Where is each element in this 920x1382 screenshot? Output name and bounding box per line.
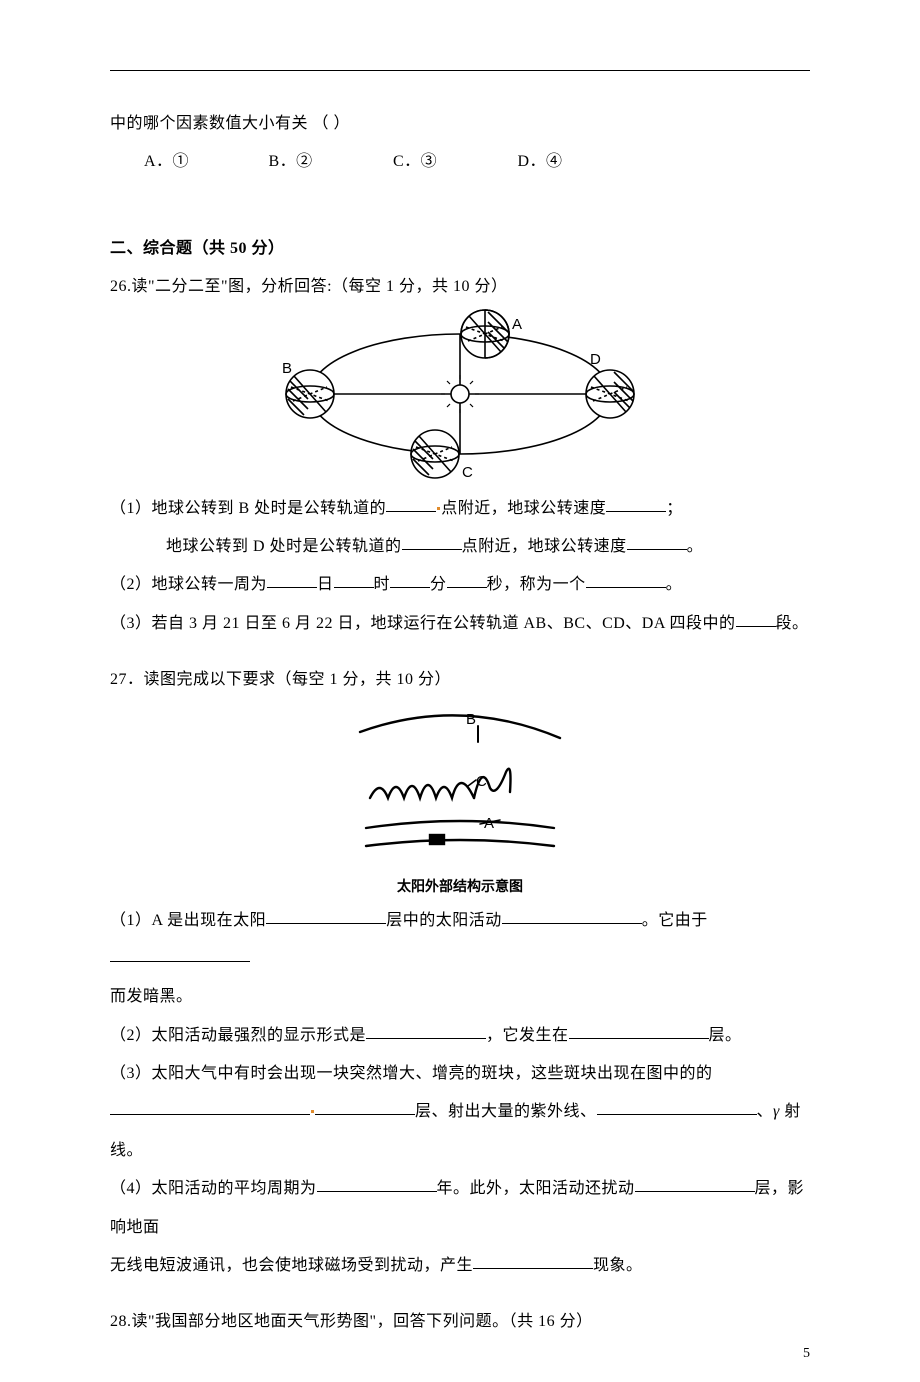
blank[interactable] [266, 908, 386, 924]
blank[interactable] [502, 908, 642, 924]
q26-figure: A B C D [110, 309, 810, 484]
blank[interactable] [110, 946, 250, 962]
accent-dot [311, 1110, 314, 1113]
svg-text:C: C [476, 773, 487, 790]
q27-p3-line3: 线。 [110, 1132, 810, 1170]
q27-figure: B C A 太阳外部结构示意图 [110, 702, 810, 896]
blank[interactable] [334, 572, 374, 588]
blank[interactable] [597, 1099, 757, 1115]
q27-p3-line2: 层、射出大量的紫外线、、γ 射 [110, 1093, 810, 1131]
sun-structure-svg: B C A [330, 702, 590, 867]
blank[interactable] [473, 1253, 593, 1269]
blank[interactable] [627, 534, 687, 550]
q26-p2: （2）地球公转一周为日时分秒，称为一个。 [110, 566, 810, 604]
prev-question-fragment: 中的哪个因素数值大小有关 （ ） [110, 105, 810, 143]
q27-caption: 太阳外部结构示意图 [110, 876, 810, 896]
q27-stem: 27．读图完成以下要求（每空 1 分，共 10 分） [110, 661, 810, 699]
blank[interactable] [110, 1099, 310, 1115]
label-c: C [462, 464, 473, 479]
blank[interactable] [635, 1176, 755, 1192]
svg-text:A: A [484, 815, 494, 832]
q26-p1-line2: 地球公转到 D 处时是公转轨道的点附近，地球公转速度。 [110, 528, 810, 566]
accent-dot [437, 507, 440, 510]
option-a: A．① [144, 143, 264, 181]
q28-stem: 28.读"我国部分地区地面天气形势图"，回答下列问题。（共 16 分） [110, 1303, 810, 1341]
q26-stem: 26.读"二分二至"图，分析回答:（每空 1 分，共 10 分） [110, 268, 810, 306]
label-d: D [590, 351, 601, 368]
option-c: C．③ [393, 143, 513, 181]
orbit-diagram-svg: A B C D [280, 309, 640, 479]
q27-p4-line2: 无线电短波通讯，也会使地球磁场受到扰动，产生现象。 [110, 1247, 810, 1285]
svg-text:B: B [466, 711, 476, 728]
blank[interactable] [390, 572, 430, 588]
blank[interactable] [366, 1023, 486, 1039]
page: 中的哪个因素数值大小有关 （ ） A．① B．② C．③ D．④ 二、综合题（共… [0, 0, 920, 1382]
header-rule [110, 70, 810, 71]
blank[interactable] [386, 496, 436, 512]
gamma-symbol: γ [773, 1103, 780, 1120]
blank[interactable] [586, 572, 666, 588]
page-number: 5 [803, 1346, 810, 1362]
blank[interactable] [606, 496, 666, 512]
section-2-heading: 二、综合题（共 50 分） [110, 230, 810, 268]
label-b: B [282, 360, 292, 377]
blank[interactable] [267, 572, 317, 588]
option-d: D．④ [518, 143, 638, 181]
q27-p1-line1: （1）A 是出现在太阳层中的太阳活动。它由于 [110, 902, 810, 979]
q27-p1-line2: 而发暗黑。 [110, 978, 810, 1016]
blank[interactable] [736, 611, 776, 627]
q27-p4-line1: （4）太阳活动的平均周期为年。此外，太阳活动还扰动层，影响地面 [110, 1170, 810, 1247]
blank[interactable] [447, 572, 487, 588]
q27-p3-line1: （3）太阳大气中有时会出现一块突然增大、增亮的斑块，这些斑块出现在图中的的 [110, 1055, 810, 1093]
label-a: A [512, 316, 522, 333]
blank[interactable] [402, 534, 462, 550]
blank[interactable] [569, 1023, 709, 1039]
q27-p2: （2）太阳活动最强烈的显示形式是，它发生在层。 [110, 1017, 810, 1055]
q26-p3: （3）若自 3 月 21 日至 6 月 22 日，地球运行在公转轨道 AB、BC… [110, 605, 810, 643]
q26-p1-line1: （1）地球公转到 B 处时是公转轨道的点附近，地球公转速度； [110, 490, 810, 528]
option-b: B．② [269, 143, 389, 181]
blank[interactable] [315, 1099, 415, 1115]
blank[interactable] [317, 1176, 437, 1192]
prev-question-options: A．① B．② C．③ D．④ [110, 143, 810, 181]
